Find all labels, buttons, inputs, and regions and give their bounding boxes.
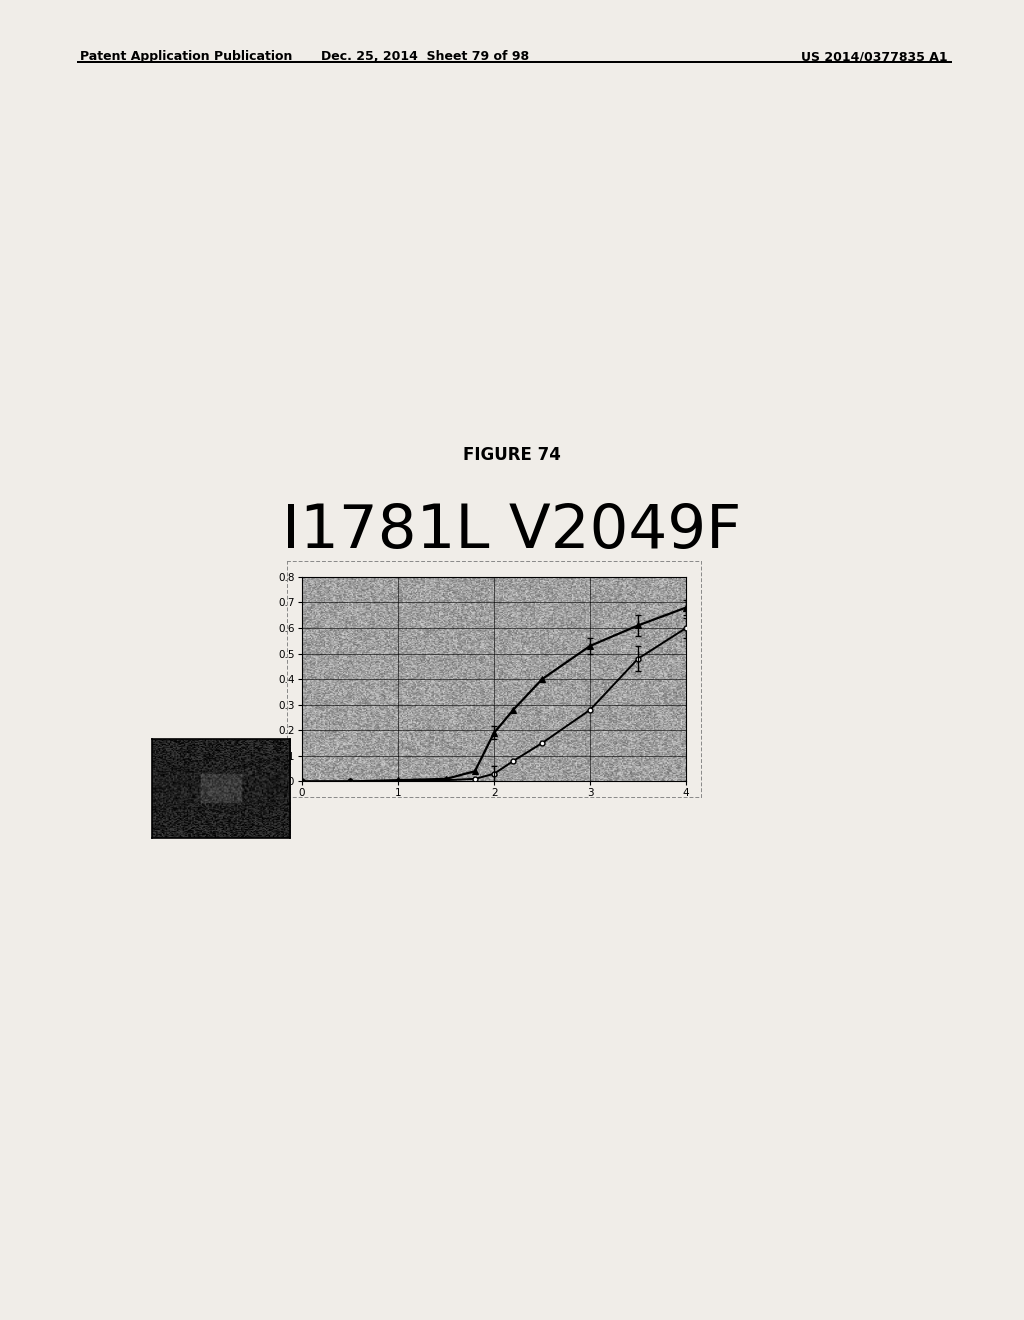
Text: FIGURE 74: FIGURE 74 bbox=[463, 446, 561, 465]
Text: I1781L V2049F: I1781L V2049F bbox=[283, 502, 741, 561]
Text: US 2014/0377835 A1: US 2014/0377835 A1 bbox=[801, 50, 947, 63]
Text: Patent Application Publication: Patent Application Publication bbox=[80, 50, 292, 63]
Text: Dec. 25, 2014  Sheet 79 of 98: Dec. 25, 2014 Sheet 79 of 98 bbox=[321, 50, 529, 63]
